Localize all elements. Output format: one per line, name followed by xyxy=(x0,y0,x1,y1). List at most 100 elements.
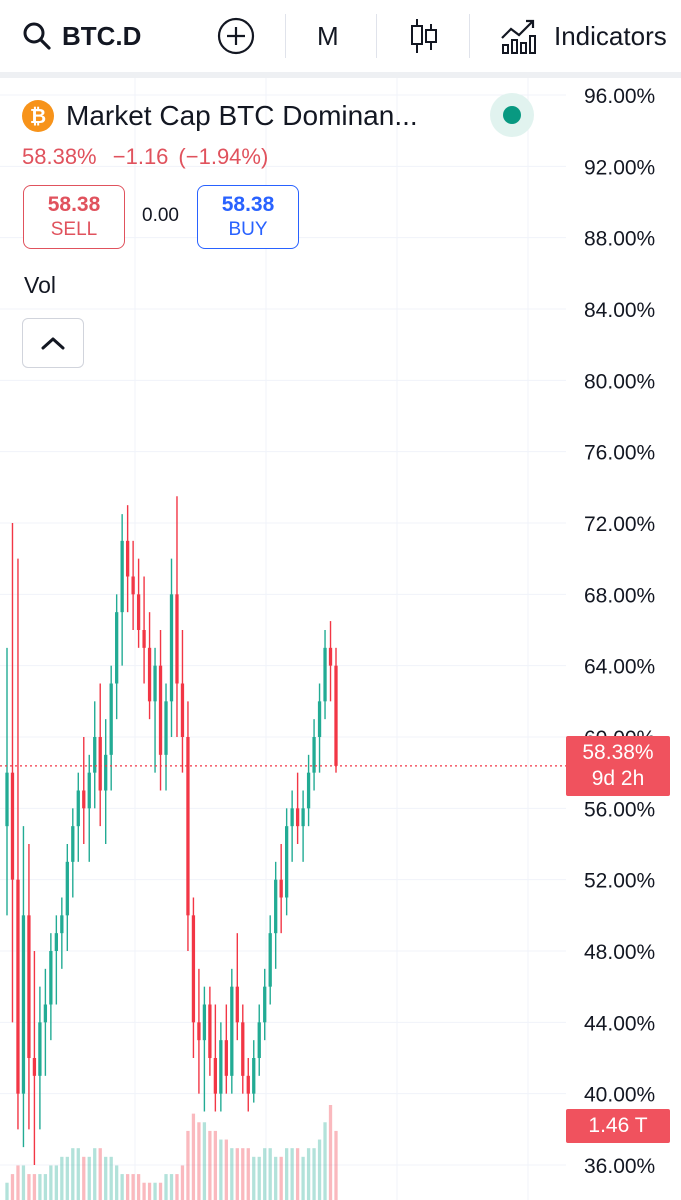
candle xyxy=(43,968,48,1076)
volume-bar xyxy=(202,1122,207,1200)
bar-countdown: 9d 2h xyxy=(591,767,645,790)
candle xyxy=(268,915,272,1005)
volume-bar xyxy=(136,1174,141,1200)
volume-bar xyxy=(60,1156,64,1200)
candle xyxy=(334,647,338,773)
volume-indicator-label[interactable]: Vol xyxy=(24,272,56,298)
top-toolbar: BTC.D M Indicators xyxy=(0,0,681,78)
chart-type-button[interactable] xyxy=(408,0,440,72)
candle xyxy=(208,986,212,1076)
last-price-tag: 58.38% 9d 2h xyxy=(566,736,670,796)
volume-bar xyxy=(312,1148,316,1200)
candle xyxy=(224,1004,228,1094)
candle xyxy=(10,523,15,1023)
symbol-search-button[interactable]: BTC.D xyxy=(22,0,141,72)
y-axis-tick-label: 36.00% xyxy=(584,1155,655,1178)
candle xyxy=(246,1058,250,1112)
candle xyxy=(71,808,75,898)
candle xyxy=(290,790,294,862)
volume-bar xyxy=(164,1174,168,1200)
volume-bar xyxy=(82,1156,86,1200)
y-axis-tick-label: 80.00% xyxy=(584,370,655,393)
indicators-button[interactable]: Indicators xyxy=(500,0,667,72)
y-axis-tick-label: 56.00% xyxy=(584,798,655,821)
toolbar-divider xyxy=(285,14,286,58)
candle xyxy=(312,719,316,791)
volume-bar xyxy=(169,1174,174,1200)
sell-label: SELL xyxy=(50,219,98,240)
collapse-legend-button[interactable] xyxy=(22,318,84,368)
indicators-label: Indicators xyxy=(554,20,667,51)
candle xyxy=(263,968,267,1041)
candle xyxy=(60,897,64,969)
candle xyxy=(180,630,185,773)
volume-bar xyxy=(180,1165,185,1200)
volume-tag: 1.46 T xyxy=(566,1109,670,1143)
volume-bar xyxy=(213,1130,218,1200)
candle xyxy=(93,701,97,809)
volume-bar xyxy=(27,1174,31,1200)
market-status-indicator[interactable] xyxy=(490,93,534,137)
volume-bar xyxy=(241,1148,245,1200)
volume-bar xyxy=(5,1182,9,1200)
search-icon xyxy=(23,22,51,50)
volume-bar xyxy=(76,1148,80,1200)
volume-bar xyxy=(87,1156,91,1200)
candle xyxy=(82,737,86,844)
chart-legend: ₿ Market Cap BTC Dominan... xyxy=(22,94,542,138)
market-open-dot-icon xyxy=(503,106,521,124)
candle xyxy=(147,612,152,720)
candle xyxy=(120,514,124,666)
volume-bar xyxy=(274,1156,278,1200)
volume-bar xyxy=(186,1130,190,1200)
sell-button[interactable]: 58.38 SELL xyxy=(23,185,125,249)
candle xyxy=(49,933,53,1041)
volume-bar xyxy=(219,1139,223,1200)
volume-bar xyxy=(257,1156,261,1200)
spread-value: 0.00 xyxy=(142,205,179,226)
candle xyxy=(306,754,311,827)
volume-bar xyxy=(21,1165,26,1200)
symbol-title[interactable]: Market Cap BTC Dominan... xyxy=(66,100,418,131)
candle xyxy=(32,951,37,1165)
candle xyxy=(317,683,322,773)
volume-bar xyxy=(268,1148,272,1200)
last-price: 58.38% xyxy=(22,144,97,169)
candle xyxy=(76,772,80,862)
volume-bar xyxy=(93,1148,97,1200)
volume-bar xyxy=(235,1148,239,1200)
volume-bar xyxy=(290,1148,294,1200)
volume-bar xyxy=(279,1156,283,1200)
volume-bar xyxy=(301,1156,305,1200)
y-axis-tick-label: 76.00% xyxy=(584,442,655,465)
bitcoin-logo-icon: ₿ xyxy=(22,100,54,132)
volume-bar xyxy=(142,1182,146,1200)
candle xyxy=(54,915,58,1005)
candle xyxy=(213,1004,218,1112)
volume-bar xyxy=(32,1174,37,1200)
candle xyxy=(16,558,20,1130)
volume-bar xyxy=(153,1182,157,1200)
volume-bar xyxy=(191,1113,196,1200)
volume-bar xyxy=(175,1174,179,1200)
candle xyxy=(136,558,141,648)
y-axis-tick-label: 96.00% xyxy=(584,85,655,108)
interval-button[interactable]: M xyxy=(317,0,339,72)
buy-button[interactable]: 58.38 BUY xyxy=(197,185,299,249)
y-axis-tick-label: 64.00% xyxy=(584,656,655,679)
y-axis-tick-label: 84.00% xyxy=(584,299,655,322)
buy-label: BUY xyxy=(228,219,268,240)
volume-bar xyxy=(125,1174,130,1200)
candle xyxy=(301,790,305,862)
candle xyxy=(274,861,278,969)
candle xyxy=(142,576,146,684)
candles-icon xyxy=(411,19,437,53)
candle xyxy=(241,1004,245,1094)
volume-bar xyxy=(208,1130,212,1200)
candle xyxy=(186,701,190,951)
volume-bar xyxy=(120,1174,124,1200)
volume-bar xyxy=(38,1174,42,1200)
price-change-row: 58.38% −1.16 (−1.94%) xyxy=(22,144,278,170)
compare-add-button[interactable] xyxy=(216,0,256,72)
candle xyxy=(115,594,119,720)
